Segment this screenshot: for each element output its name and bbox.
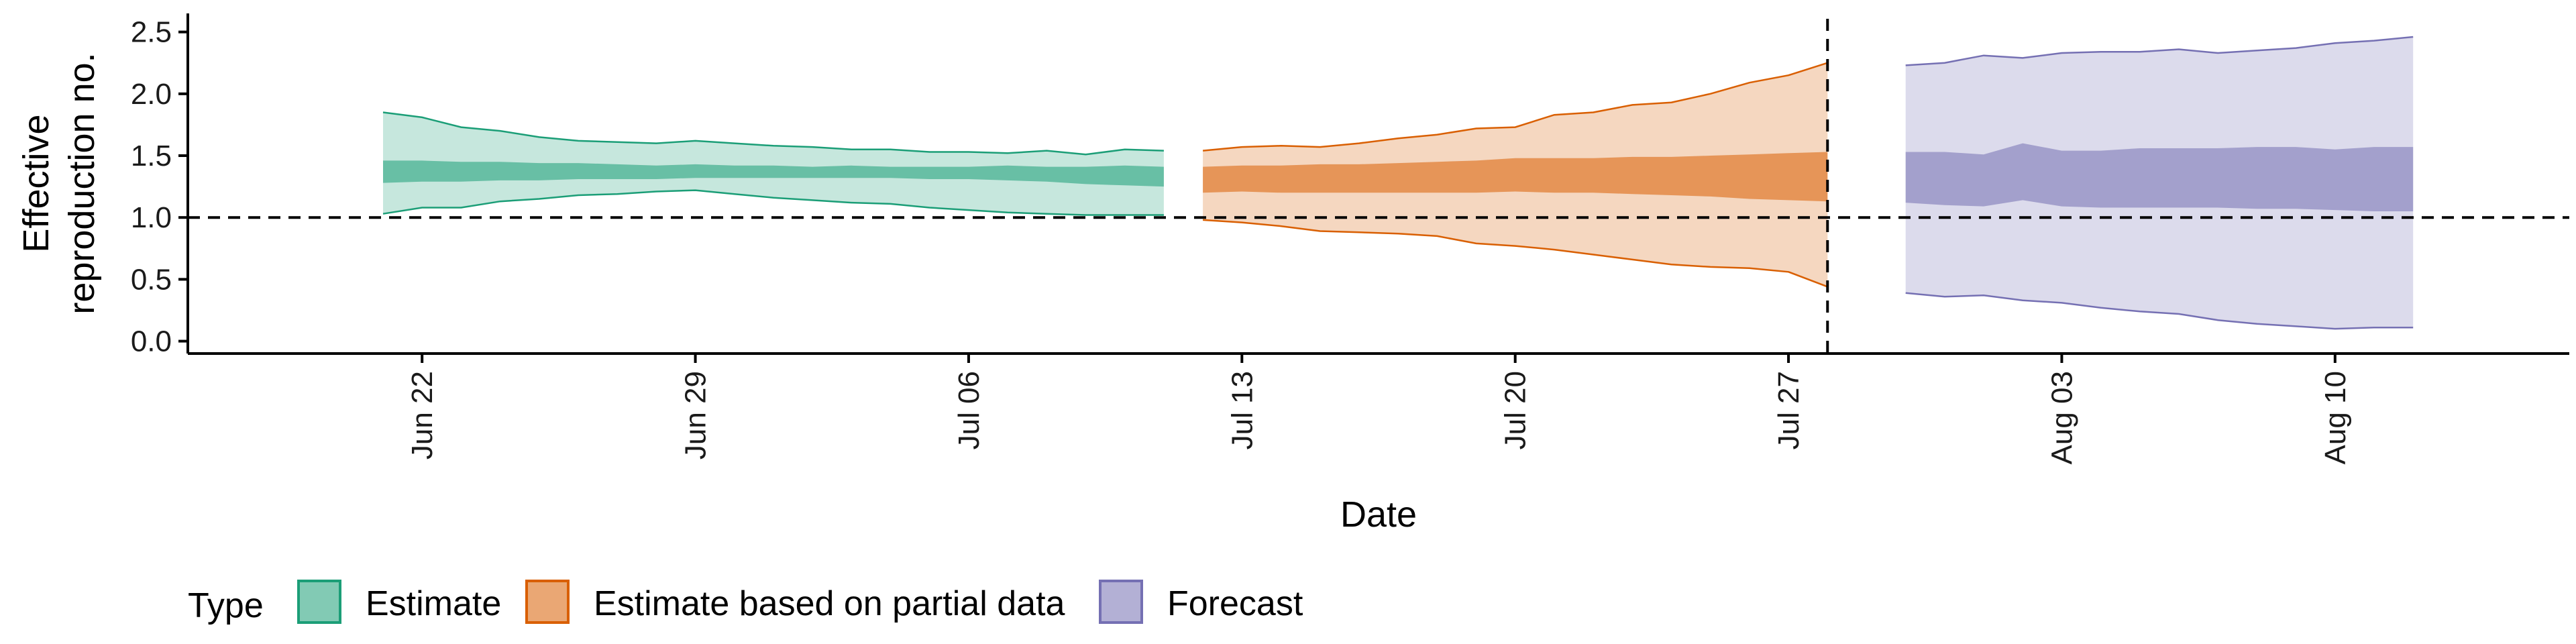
band-90-upper-edge-0	[382, 111, 1164, 156]
x-ticks: Jun 22 Jun 29 Jul 06 Jul 13 Jul 20 Jul 27 Aug …	[406, 354, 2352, 464]
legend-label-1: Estimate based on partial data	[594, 584, 1065, 623]
chart-bands	[382, 36, 2414, 330]
band-90-lower-edge-2	[1905, 292, 2414, 330]
chart-axes	[186, 13, 2569, 355]
y-tick-label: 0.5	[131, 263, 172, 296]
legend-key-2	[1099, 580, 1143, 624]
legend-key-0	[297, 580, 341, 624]
x-tick-label: Aug 10	[2319, 371, 2352, 464]
band-90-0	[383, 112, 1164, 215]
y-axis-title: Effective reproduction no.	[16, 52, 102, 314]
y-axis-title-line1: Effective	[16, 114, 56, 252]
legend-label-2: Forecast	[1167, 584, 1303, 623]
band-50-0	[383, 160, 1164, 187]
band-90-lower-edge-0	[382, 189, 1164, 216]
y-tick-label: 1.0	[131, 201, 172, 234]
series-1	[1202, 62, 1828, 288]
x-tick-label: Jun 22	[406, 371, 439, 460]
band-50-2	[1905, 143, 2414, 211]
x-tick-label: Jul 20	[1499, 371, 1532, 449]
legend-key-1	[525, 580, 570, 624]
x-tick-label: Aug 03	[2045, 371, 2078, 464]
x-tick-label: Jul 06	[953, 371, 985, 449]
y-tick-label: 2.0	[131, 78, 172, 111]
legend-item-1: Estimate based on partial data	[525, 580, 1065, 624]
y-axis-title-line2: reproduction no.	[62, 52, 102, 314]
y-tick-label: 1.5	[131, 140, 172, 172]
legend-item-0: Estimate	[297, 580, 501, 624]
legend-label-0: Estimate	[366, 584, 501, 623]
legend: Type Estimate Estimate based on partial d…	[188, 580, 1303, 625]
legend-title: Type	[188, 586, 264, 625]
band-90-upper-edge-1	[1202, 62, 1828, 152]
reference-lines	[188, 19, 2569, 354]
legend-items: Estimate Estimate based on partial data Fo…	[297, 580, 1303, 624]
series-0	[382, 111, 1164, 216]
x-tick-label: Jun 29	[680, 371, 712, 460]
x-tick-label: Jul 27	[1772, 371, 1805, 449]
series-2	[1905, 36, 2414, 330]
y-tick-label: 2.5	[131, 16, 172, 49]
y-ticks: 0.0 0.5 1.0 1.5 2.0 2.5	[131, 16, 188, 358]
legend-item-2: Forecast	[1099, 580, 1303, 624]
x-axis-title: Date	[1340, 494, 1417, 535]
band-90-upper-edge-2	[1905, 36, 2414, 66]
x-tick-label: Jul 13	[1226, 371, 1258, 449]
band-90-lower-edge-1	[1203, 219, 1828, 288]
band-50-1	[1203, 152, 1828, 202]
y-tick-label: 0.0	[131, 325, 172, 358]
